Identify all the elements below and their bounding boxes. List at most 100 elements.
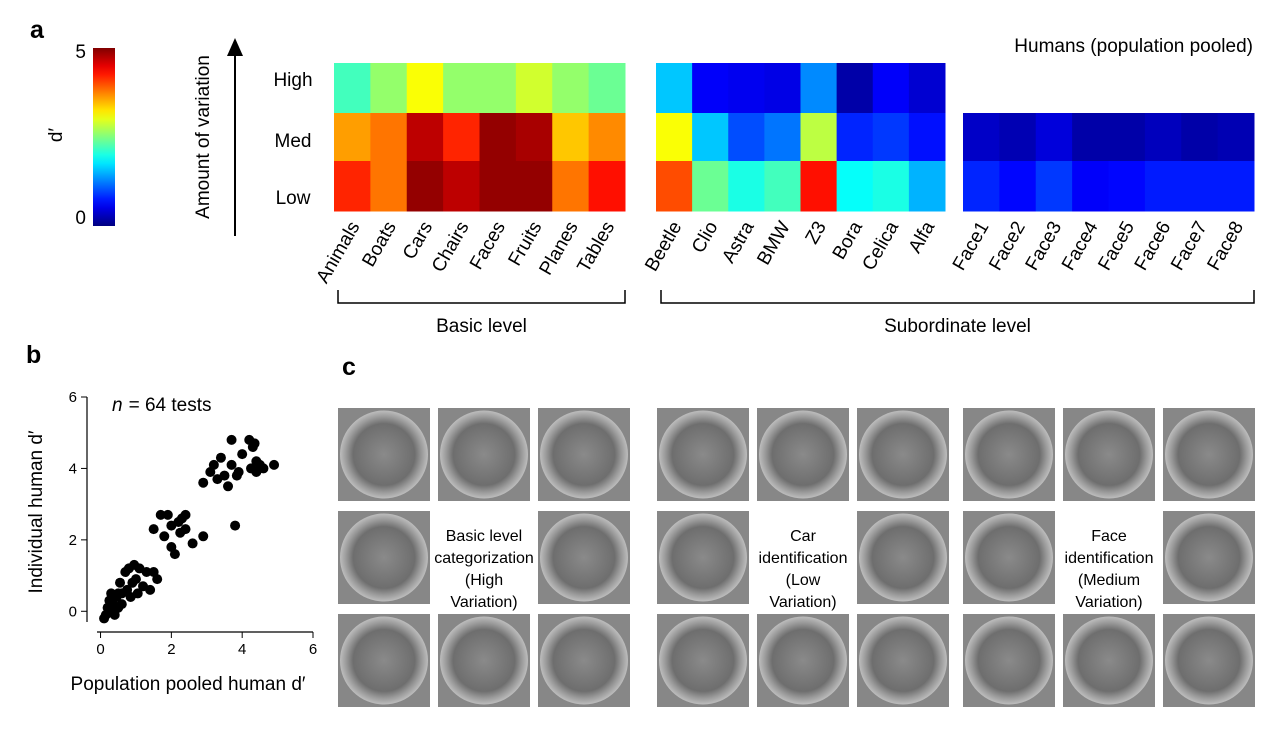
heatmap-cell xyxy=(479,161,517,212)
heatmap-cell xyxy=(1108,161,1146,212)
y-tick-label: 4 xyxy=(69,460,77,477)
image-vignette xyxy=(759,616,847,705)
example-caption: Car xyxy=(790,528,816,545)
heatmap-cell xyxy=(1072,113,1109,162)
image-vignette xyxy=(1165,513,1253,602)
image-vignette xyxy=(859,616,947,705)
heatmap-cell xyxy=(836,63,874,114)
annotation: n = 64 tests xyxy=(112,395,212,416)
example-caption: (High xyxy=(465,572,503,589)
point xyxy=(180,524,191,535)
heatmap-cell xyxy=(963,161,1000,212)
heatmap-cell xyxy=(656,113,693,162)
point xyxy=(215,452,226,463)
heatmap-cell xyxy=(999,113,1037,162)
heatmap-cell xyxy=(872,161,910,212)
heatmap-cell xyxy=(479,63,517,114)
point xyxy=(169,549,180,560)
image-vignette xyxy=(965,410,1053,499)
image-vignette xyxy=(659,513,747,602)
heatmap-cell xyxy=(800,63,838,114)
point xyxy=(269,459,280,470)
example-caption: Variation) xyxy=(1075,594,1142,611)
column-label: Z3 xyxy=(802,218,831,248)
row-label: Low xyxy=(276,188,311,209)
heatmap-cell xyxy=(588,63,626,114)
column-label: Astra xyxy=(718,218,759,267)
heatmap-cell xyxy=(370,161,408,212)
point xyxy=(249,438,260,449)
heatmap-cell xyxy=(908,161,946,212)
column-label: Cars xyxy=(399,218,437,263)
y-tick-label: 0 xyxy=(69,603,77,620)
point xyxy=(237,449,248,460)
heatmap-cell xyxy=(692,113,729,162)
heatmap-cell xyxy=(692,161,729,212)
heatmap-cell xyxy=(588,113,626,162)
image-vignette xyxy=(659,616,747,705)
image-vignette xyxy=(759,410,847,499)
image-vignette xyxy=(340,616,428,705)
level-label: Basic level xyxy=(436,316,527,337)
heatmap-cell xyxy=(728,113,765,162)
x-tick-label: 0 xyxy=(96,641,104,658)
heatmap-cell xyxy=(406,113,444,162)
point xyxy=(145,584,156,595)
heatmap-cell xyxy=(334,113,371,162)
column-label: Beetle xyxy=(641,218,686,275)
example-caption: Face xyxy=(1091,528,1127,545)
image-vignette xyxy=(440,410,528,499)
heatmap-cell xyxy=(515,63,553,114)
heatmap-cell xyxy=(728,63,765,114)
image-vignette xyxy=(1065,410,1153,499)
column-label: BMW xyxy=(753,218,794,269)
heatmap-cell xyxy=(1072,161,1109,212)
heatmap-cell xyxy=(800,113,838,162)
colorbar-label: d′ xyxy=(46,128,67,143)
point xyxy=(258,463,269,474)
heatmap-cell xyxy=(1181,161,1219,212)
heatmap-cell xyxy=(1144,113,1182,162)
point xyxy=(226,459,237,470)
annotation-var: n xyxy=(112,395,123,416)
x-tick-label: 2 xyxy=(167,641,175,658)
point xyxy=(155,509,166,520)
image-vignette xyxy=(1165,410,1253,499)
point xyxy=(152,574,163,585)
heatmap-cell xyxy=(908,113,946,162)
heatmap-cell xyxy=(800,161,838,212)
heatmap-cell xyxy=(552,161,590,212)
heatmap-cell xyxy=(370,113,408,162)
heatmap-cell xyxy=(728,161,765,212)
column-label: Celica xyxy=(859,218,904,275)
example-caption: identification xyxy=(1065,550,1154,567)
column-label: Faces xyxy=(466,218,510,273)
heatmap-cell xyxy=(656,63,693,114)
heatmap-cell xyxy=(999,161,1037,212)
heatmap-cell xyxy=(1217,161,1255,212)
heatmap-cell xyxy=(1035,161,1073,212)
level-label: Subordinate level xyxy=(884,316,1031,337)
colorbar-tick-label: 0 xyxy=(75,208,86,229)
row-label: High xyxy=(273,70,312,91)
heatmap-cell xyxy=(656,161,693,212)
column-label: Face2 xyxy=(985,218,1030,274)
image-vignette xyxy=(1165,616,1253,705)
y-tick-label: 2 xyxy=(69,532,77,549)
image-vignette xyxy=(440,616,528,705)
heatmap-cell xyxy=(764,161,801,212)
heatmap-cell xyxy=(872,113,910,162)
image-vignette xyxy=(340,513,428,602)
annotation-text: = 64 tests xyxy=(129,395,212,416)
y-axis-label: Amount of variation xyxy=(193,55,214,219)
example-caption: Basic level xyxy=(446,528,522,545)
heatmap-cell xyxy=(479,113,517,162)
point xyxy=(132,588,143,599)
heatmap-cell xyxy=(334,161,371,212)
image-vignette xyxy=(540,410,628,499)
x-tick-label: 6 xyxy=(309,641,317,658)
row-label: Med xyxy=(275,131,312,152)
point xyxy=(187,538,198,549)
heatmap-cell xyxy=(963,113,1000,162)
